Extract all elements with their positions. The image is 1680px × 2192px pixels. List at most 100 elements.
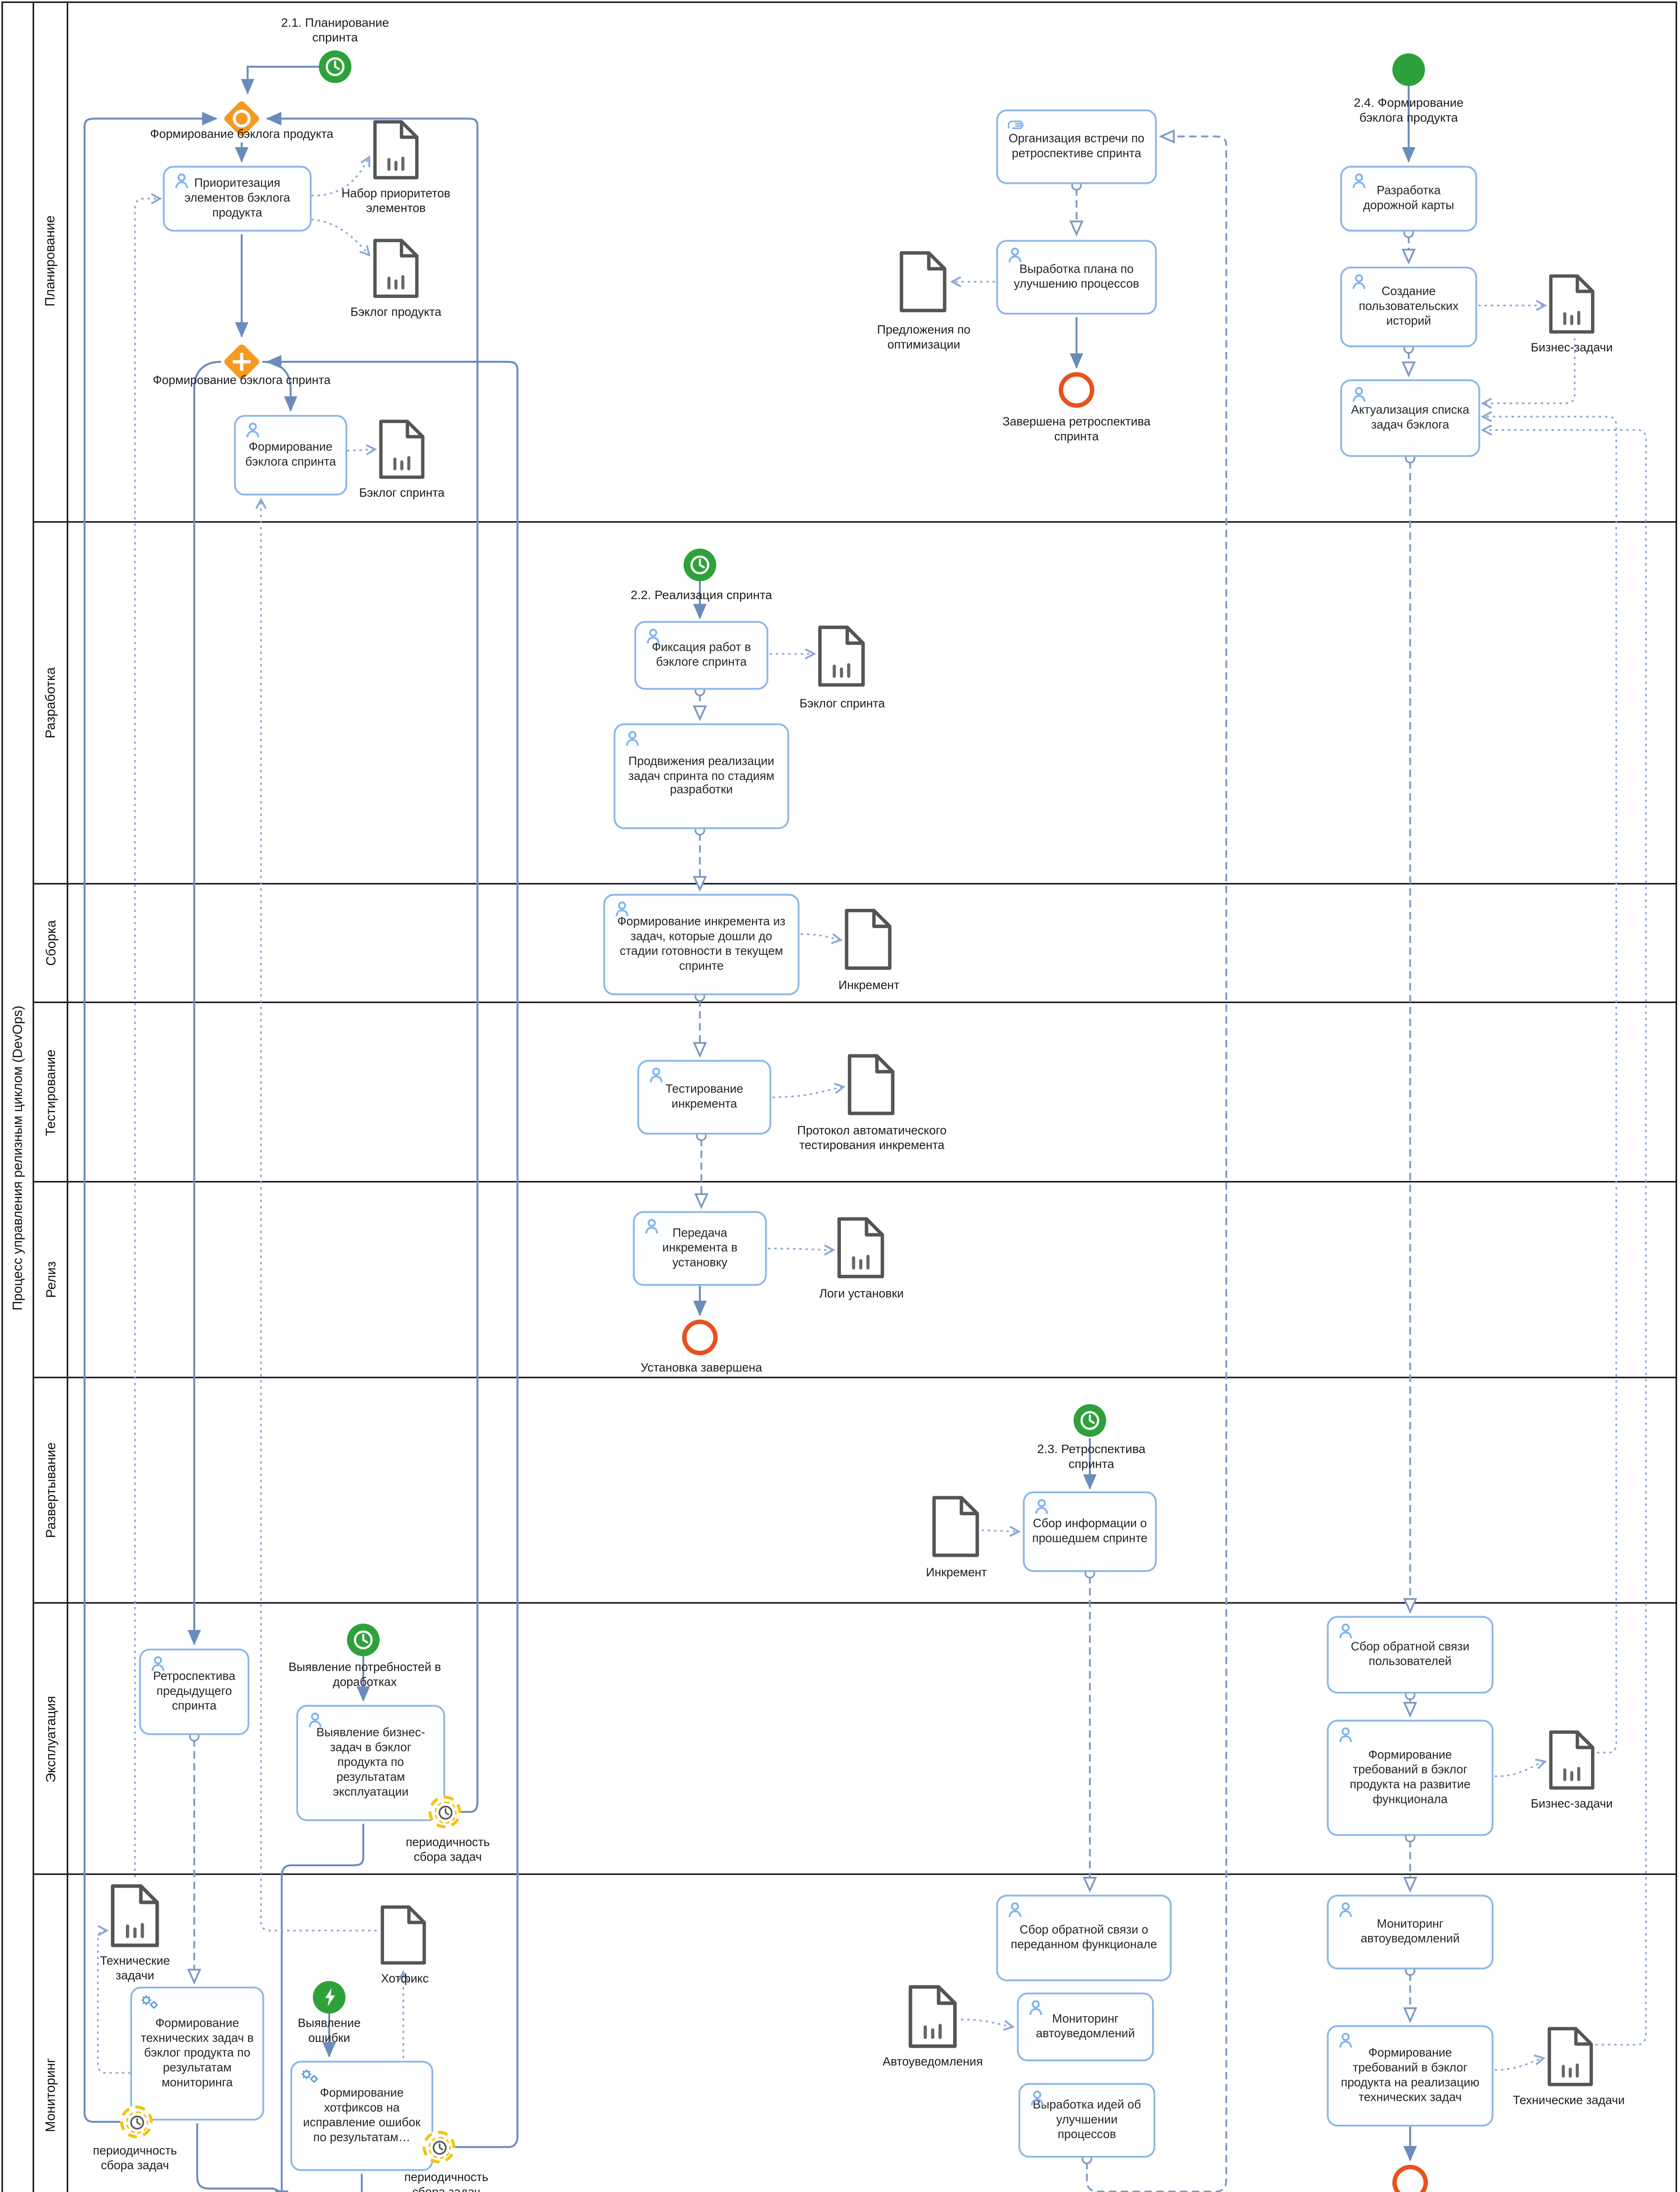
end-event-retro-done[interactable]	[1058, 372, 1095, 408]
gateway-label: Формирование бэклога спринта	[153, 374, 331, 387]
user-icon	[306, 1711, 325, 1730]
user-icon	[647, 1066, 666, 1085]
gateway-sprint-backlog[interactable]	[221, 341, 263, 383]
task-func-feedback[interactable]: Сбор обратной связи о переданном функцио…	[996, 1895, 1171, 1981]
document-label: Автоуведомления	[883, 2055, 983, 2069]
document-sprint-backlog-2[interactable]	[817, 624, 866, 688]
user-icon	[1026, 1999, 1045, 2018]
document-tech-tasks-2[interactable]	[1547, 2025, 1594, 2088]
user-icon	[623, 729, 642, 749]
doc-bars-icon	[387, 275, 405, 290]
hand-icon	[1005, 116, 1025, 135]
lane-label-deploy: Развертывание	[43, 1442, 58, 1538]
timer-start-event-2-1[interactable]	[319, 50, 352, 83]
doc-bars-icon	[833, 663, 851, 678]
user-icon	[1349, 385, 1369, 405]
task-prioritization[interactable]: Приоритезация элементов бэклога продукта	[163, 166, 312, 231]
document-auto-notifications[interactable]	[908, 1984, 958, 2049]
doc-bars-icon	[1563, 310, 1580, 325]
task-monitoring-auto-2[interactable]: Мониторинг автоуведомлений	[1327, 1895, 1493, 1969]
clock-icon	[354, 1630, 373, 1650]
end-event-label: Установка завершена	[641, 1361, 762, 1375]
lane-label-monitoring: Мониторинг	[43, 2057, 58, 2132]
document-install-logs[interactable]	[836, 1216, 886, 1279]
task-testing[interactable]: Тестирование инкремента	[637, 1060, 771, 1135]
milestone-2-2: 2.2. Реализация спринта	[630, 587, 772, 602]
user-icon	[1336, 1622, 1355, 1641]
document-optimization[interactable]	[899, 249, 948, 314]
task-install[interactable]: Передача инкремента в установку	[633, 1211, 767, 1286]
document-label: Бэклог спринта	[359, 486, 445, 500]
document-priority-set[interactable]	[372, 119, 420, 181]
user-icon	[644, 627, 663, 647]
timer-start-event-needs[interactable]	[347, 1623, 380, 1656]
data-associations	[97, 155, 1647, 2074]
task-advance[interactable]: Продвижения реализации задач спринта по …	[614, 723, 789, 829]
task-hotfixes-form[interactable]: Формирование хотфиксов на исправление ош…	[290, 2061, 433, 2171]
boundary-timer-label: периодичность сбора задач	[93, 2144, 177, 2172]
document-label: Бизнес-задачи	[1531, 341, 1613, 355]
timer-start-event-2-2[interactable]	[683, 548, 716, 581]
task-user-stories[interactable]: Создание пользовательских историй	[1340, 267, 1477, 347]
user-icon	[1028, 2089, 1047, 2109]
boundary-timer-label: периодичность сбора задач	[406, 1836, 490, 1864]
document-label: Хотфикс	[381, 1972, 429, 1986]
task-sprint-backlog-form[interactable]: Формирование бэклога спринта	[234, 415, 347, 495]
document-label: Логи установки	[819, 1287, 904, 1301]
document-label: Предложения по оптимизации	[877, 323, 971, 351]
document-increment[interactable]	[844, 907, 893, 971]
task-fix-work[interactable]: Фиксация работ в бэклоге спринта	[634, 621, 768, 690]
start-event-label: Выявление потребностей в доработках	[288, 1661, 441, 1689]
task-biz-tasks-find[interactable]: Выявление бизнес-задач в бэклог продукта…	[296, 1705, 445, 1821]
doc-bars-icon	[393, 456, 410, 470]
lane-label-development: Разработка	[43, 667, 58, 739]
boundary-timer-monitoring-left[interactable]	[120, 2105, 153, 2139]
document-tech-tasks-1[interactable]	[110, 1883, 160, 1948]
task-tech-tasks-form[interactable]: Формирование технических задач в бэклог …	[130, 1987, 264, 2121]
task-plan-improve[interactable]: Выработка плана по улучшению процессов	[996, 240, 1157, 315]
task-retro-prev[interactable]: Ретроспектива предыдущего спринта	[139, 1649, 249, 1735]
user-icon	[612, 900, 632, 919]
task-roadmap[interactable]: Разработка дорожной карты	[1340, 166, 1477, 231]
document-sprint-backlog[interactable]	[378, 418, 425, 480]
document-increment-2[interactable]	[931, 1495, 980, 1558]
document-label: Протокол автоматического тестирования ин…	[797, 1124, 947, 1152]
task-increment[interactable]: Формирование инкремента из задач, которы…	[603, 894, 800, 995]
user-icon	[642, 1217, 661, 1237]
sequence-flows	[83, 66, 1417, 2192]
task-req-tech[interactable]: Формирование требований в бэклог продукт…	[1327, 2025, 1493, 2127]
start-event-2-4[interactable]	[1392, 53, 1425, 86]
document-test-protocol[interactable]	[847, 1053, 896, 1116]
conditional-start-event-error[interactable]	[313, 1981, 346, 2014]
task-org-meeting[interactable]: Организация встречи по ретроспективе спр…	[996, 110, 1157, 184]
parallel-gateway-icon	[233, 352, 251, 371]
user-icon	[1349, 172, 1369, 191]
task-req-func[interactable]: Формирование требований в бэклог продукт…	[1327, 1720, 1493, 1836]
task-ideas[interactable]: Выработка идей об улучшении процессов	[1018, 2083, 1155, 2158]
task-update-backlog[interactable]: Актуализация списка задач бэклога	[1340, 379, 1480, 457]
lightning-icon	[324, 1988, 335, 2007]
gears-icon	[299, 2067, 319, 2086]
boundary-timer-monitoring-right[interactable]	[422, 2131, 456, 2164]
document-biz-tasks-2[interactable]	[1548, 1729, 1595, 1791]
document-product-backlog[interactable]	[372, 237, 420, 299]
task-monitoring-auto-1[interactable]: Мониторинг автоуведомлений	[1017, 1993, 1154, 2061]
end-event-install-done[interactable]	[682, 1320, 718, 1356]
document-label: Инкремент	[926, 1566, 987, 1580]
gateway-product-backlog[interactable]	[221, 98, 263, 139]
timer-start-event-2-3[interactable]	[1073, 1404, 1107, 1437]
gateway-label: Формирование бэклога продукта	[150, 127, 334, 141]
document-label: Технические задачи	[100, 1954, 170, 1982]
document-label: Инкремент	[838, 979, 900, 992]
end-event-backlog-updated[interactable]	[1392, 2165, 1428, 2192]
user-icon	[1336, 1726, 1355, 1745]
task-user-feedback[interactable]: Сбор обратной связи пользователей	[1327, 1616, 1493, 1694]
document-hotfix[interactable]	[380, 1904, 427, 1966]
document-label: Бэклог спринта	[799, 697, 885, 711]
user-icon	[1349, 273, 1369, 292]
document-biz-tasks-1[interactable]	[1548, 273, 1595, 335]
task-collect-info[interactable]: Сбор информации о прошедшем спринте	[1023, 1491, 1157, 1572]
boundary-timer-operation[interactable]	[428, 1795, 461, 1829]
